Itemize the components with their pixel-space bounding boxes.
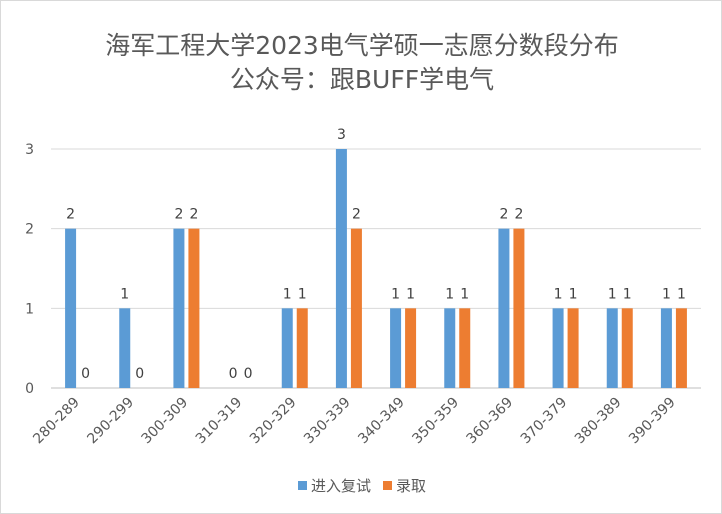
data-label: 0 (81, 366, 90, 382)
x-tick-label: 310-319 (193, 395, 246, 448)
bar (335, 149, 347, 388)
y-tick-label: 3 (25, 142, 34, 158)
x-tick-label: 360-369 (464, 395, 517, 448)
chart-title-block: 海军工程大学2023电气学硕一志愿分数段分布 公众号：跟BUFF学电气 (1, 29, 722, 97)
legend-swatch-series-1 (297, 481, 307, 490)
legend-label-series-1: 进入复试 (310, 477, 371, 495)
bar (513, 228, 525, 388)
data-label: 1 (569, 286, 578, 302)
x-tick-label: 290-299 (84, 395, 137, 448)
bar (444, 308, 456, 388)
x-tick-label: 390-399 (626, 395, 679, 448)
data-label: 1 (298, 286, 307, 302)
data-label: 2 (66, 207, 75, 223)
bar (675, 308, 687, 388)
legend-label-series-2: 录取 (396, 477, 427, 495)
data-label: 2 (174, 207, 183, 223)
data-label: 1 (406, 286, 415, 302)
data-label: 2 (189, 207, 198, 223)
y-tick-label: 0 (25, 381, 34, 397)
legend-item-series-2: 录取 (383, 475, 426, 496)
data-label: 1 (445, 286, 454, 302)
data-label: 1 (554, 286, 563, 302)
bar (350, 228, 362, 388)
data-label: 0 (229, 366, 238, 382)
data-label: 1 (608, 286, 617, 302)
chart-title: 海军工程大学2023电气学硕一志愿分数段分布 (105, 31, 619, 60)
x-tick-label: 300-309 (139, 395, 192, 448)
chart-legend: 进入复试 录取 (1, 475, 722, 496)
chart-subtitle: 公众号：跟BUFF学电气 (229, 65, 495, 94)
legend-swatch-series-2 (383, 481, 392, 490)
data-label: 2 (499, 207, 508, 223)
bar (173, 228, 185, 388)
bar (281, 308, 293, 388)
bar (119, 308, 131, 388)
data-label: 0 (244, 366, 253, 382)
bar (552, 308, 564, 388)
data-label: 1 (460, 286, 469, 302)
bar (390, 308, 402, 388)
bar (65, 228, 77, 388)
data-label: 1 (120, 286, 129, 302)
data-label: 2 (514, 207, 523, 223)
bar (660, 308, 672, 388)
x-tick-label: 340-349 (355, 395, 408, 448)
bar (188, 228, 200, 388)
bar (498, 228, 510, 388)
data-label: 1 (391, 286, 400, 302)
x-tick-label: 320-329 (247, 395, 300, 448)
data-label: 1 (623, 286, 632, 302)
data-label: 1 (662, 286, 671, 302)
data-label: 0 (135, 366, 144, 382)
x-tick-label: 330-339 (301, 395, 354, 448)
bar (459, 308, 471, 388)
bar (405, 308, 417, 388)
x-tick-label: 370-379 (518, 395, 571, 448)
data-label: 3 (337, 127, 346, 143)
bar (606, 308, 618, 388)
x-tick-label: 350-359 (409, 395, 462, 448)
data-label: 1 (283, 286, 292, 302)
x-tick-label: 380-389 (572, 395, 625, 448)
y-tick-label: 2 (25, 222, 34, 238)
data-label: 1 (677, 286, 686, 302)
bar (621, 308, 633, 388)
data-label: 2 (352, 207, 361, 223)
bar (296, 308, 308, 388)
y-tick-label: 1 (25, 301, 34, 317)
bar (567, 308, 579, 388)
x-tick-label: 280-289 (30, 395, 83, 448)
legend-item-series-1: 进入复试 (297, 475, 371, 496)
